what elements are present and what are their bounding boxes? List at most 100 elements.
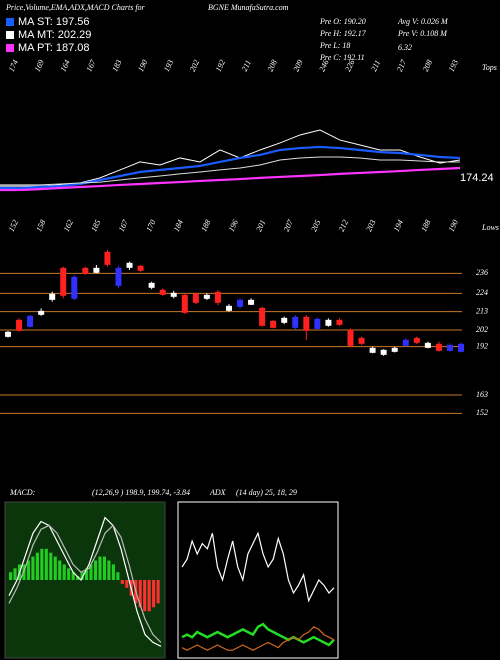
- histogram-bar: [125, 580, 129, 588]
- candle-body: [225, 305, 232, 311]
- candle-body: [281, 317, 288, 323]
- histogram-bar: [89, 564, 93, 580]
- histogram-bar: [31, 556, 35, 580]
- y-tick-label: 236: [476, 268, 488, 277]
- candle-body: [203, 294, 210, 299]
- candle-body: [137, 265, 144, 271]
- histogram-bar: [76, 576, 80, 580]
- histogram-bar: [40, 548, 44, 580]
- candle-body: [49, 293, 56, 300]
- candle-body: [148, 282, 155, 288]
- candle-body: [391, 347, 398, 352]
- candle-body: [38, 310, 45, 315]
- level-label: 211: [369, 59, 382, 73]
- legend-swatch: [6, 18, 14, 26]
- title: Price,Volume,EMA,ADX,MACD Charts for: [5, 3, 146, 12]
- ma-line: [0, 145, 461, 190]
- candle-body: [336, 319, 343, 325]
- candle-body: [292, 316, 299, 328]
- histogram-bar: [143, 580, 147, 612]
- histogram-bar: [49, 552, 53, 580]
- histogram-bar: [71, 572, 75, 580]
- ma-line: [0, 166, 461, 192]
- histogram-bar: [152, 580, 156, 608]
- ma-line: [0, 156, 460, 186]
- level-row-label: Lows: [481, 223, 499, 232]
- level-label: 211: [240, 59, 253, 73]
- histogram-bar: [67, 568, 71, 580]
- legend-swatch: [6, 31, 14, 39]
- macd-title: MACD:: [9, 488, 36, 497]
- adx-line: [181, 626, 335, 651]
- candle-body: [380, 349, 387, 355]
- legend-label: MA MT: 202.29: [18, 29, 91, 41]
- candle-body: [303, 316, 310, 331]
- adx-line: [181, 622, 335, 647]
- histogram-bar: [9, 572, 13, 580]
- candle-body: [270, 320, 277, 328]
- histogram-bar: [98, 556, 102, 580]
- candle-body: [248, 299, 255, 305]
- candle-body: [325, 319, 332, 326]
- y-tick-label: 202: [476, 325, 488, 334]
- stat: Avg V: 0.026 M: [397, 17, 449, 26]
- histogram-bar: [85, 568, 89, 580]
- candle-body: [369, 347, 376, 353]
- adx-params: (14 day) 25, 18, 29: [236, 488, 297, 497]
- y-tick-label: 213: [476, 306, 488, 315]
- candle-body: [115, 267, 122, 286]
- histogram-bar: [147, 580, 151, 612]
- y-tick-label: 152: [476, 408, 488, 417]
- macd-line: [8, 524, 162, 643]
- candle-body: [458, 343, 464, 352]
- candle-body: [27, 315, 34, 327]
- histogram-bar: [80, 572, 84, 580]
- candle-body: [104, 251, 111, 265]
- candle-body: [126, 262, 133, 268]
- candle-body: [16, 319, 23, 331]
- candle-body: [435, 343, 442, 351]
- candle-body: [446, 344, 453, 351]
- adx-line: [181, 531, 335, 603]
- histogram-bar: [62, 564, 66, 580]
- legend-label: MA ST: 197.56: [18, 16, 90, 28]
- candle-body: [71, 276, 78, 299]
- candle-body: [5, 331, 11, 337]
- candle-body: [237, 299, 244, 307]
- candle-body: [402, 339, 409, 346]
- last-price: 174.24: [460, 172, 494, 184]
- y-tick-label: 192: [476, 341, 488, 350]
- histogram-bar: [44, 548, 48, 580]
- candle-body: [214, 291, 221, 303]
- histogram-bar: [53, 556, 57, 580]
- stat: Pre L: 18: [319, 41, 350, 50]
- histogram-bar: [102, 556, 107, 580]
- candle-body: [347, 329, 354, 346]
- candle-body: [358, 337, 365, 344]
- adx-panel: [177, 501, 339, 659]
- stat: Pre H: 192.17: [319, 29, 367, 38]
- histogram-bar: [107, 560, 111, 580]
- histogram-bar: [156, 580, 160, 604]
- y-tick-label: 163: [476, 390, 488, 399]
- histogram-bar: [58, 560, 62, 580]
- histogram-bar: [93, 560, 98, 580]
- histogram-bar: [138, 580, 142, 608]
- candle-body: [192, 293, 199, 303]
- stat: Pre V: 0.108 M: [397, 29, 448, 38]
- histogram-bar: [120, 580, 124, 584]
- candle-body: [424, 342, 431, 348]
- histogram-bar: [116, 572, 120, 580]
- candle-body: [181, 294, 188, 313]
- y-tick-label: 224: [476, 288, 488, 297]
- site: BGNE MunafaSutra.com: [208, 3, 289, 12]
- stat: Pre C: 192.11: [319, 53, 365, 62]
- candle-body: [314, 318, 321, 329]
- histogram-bar: [111, 564, 115, 580]
- candle-body: [159, 289, 166, 295]
- legend-swatch: [6, 44, 14, 52]
- adx-title: ADX: [209, 488, 227, 497]
- candle-body: [93, 267, 100, 273]
